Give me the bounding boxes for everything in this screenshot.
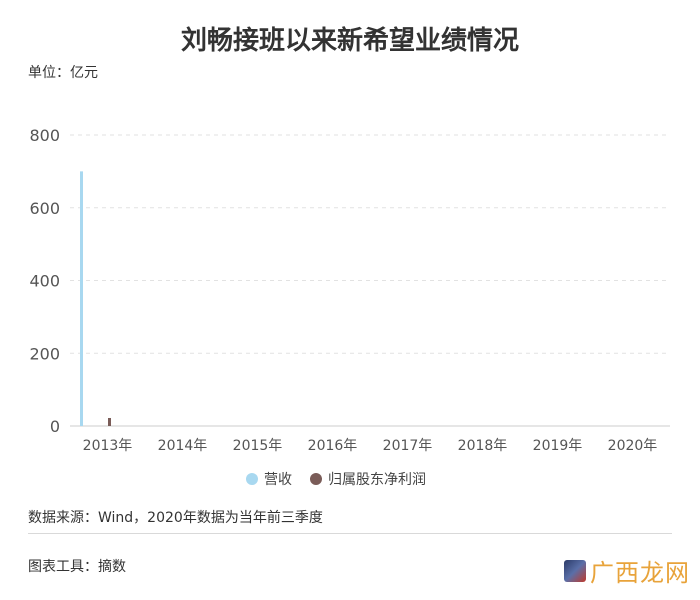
x-tick-label-5: 2018年 bbox=[458, 438, 508, 454]
x-tick-label-1: 2014年 bbox=[158, 438, 208, 454]
legend-label-1: 归属股东净利润 bbox=[328, 471, 426, 488]
x-tick-label-0: 2013年 bbox=[83, 438, 133, 454]
chart-title: 刘畅接班以来新希望业绩情况 bbox=[180, 26, 519, 56]
chart-tool-note: 图表工具：摘数 bbox=[28, 559, 126, 575]
watermark: 广西龙网 bbox=[564, 553, 690, 588]
bar-1-0 bbox=[108, 417, 111, 426]
y-tick-label-400: 400 bbox=[29, 272, 60, 291]
data-source-note: 数据来源：Wind，2020年数据为当年前三季度 bbox=[28, 510, 323, 526]
x-tick-label-4: 2017年 bbox=[383, 438, 433, 454]
y-tick-label-0: 0 bbox=[50, 417, 60, 436]
legend-marker-0 bbox=[246, 473, 258, 485]
x-tick-label-2: 2015年 bbox=[233, 438, 283, 454]
x-tick-label-3: 2016年 bbox=[308, 438, 358, 454]
y-tick-label-800: 800 bbox=[29, 126, 60, 145]
bar-chart: 0 200 400 600 800 2013年 2014年 2015年 2016年 2017年 20… bbox=[29, 126, 670, 488]
watermark-text: 广西龙网 bbox=[590, 559, 690, 587]
legend-label-0: 营收 bbox=[264, 472, 292, 488]
y-tick-label-200: 200 bbox=[29, 344, 60, 363]
x-tick-label-7: 2020年 bbox=[608, 438, 658, 454]
x-tick-label-6: 2019年 bbox=[533, 438, 583, 454]
watermark-logo-icon bbox=[564, 559, 586, 582]
y-tick-label-600: 600 bbox=[29, 199, 60, 218]
legend-marker-1 bbox=[310, 473, 322, 485]
bar-0-0 bbox=[80, 171, 83, 426]
footer-divider bbox=[28, 533, 672, 534]
unit-label: 单位：亿元 bbox=[28, 65, 98, 81]
